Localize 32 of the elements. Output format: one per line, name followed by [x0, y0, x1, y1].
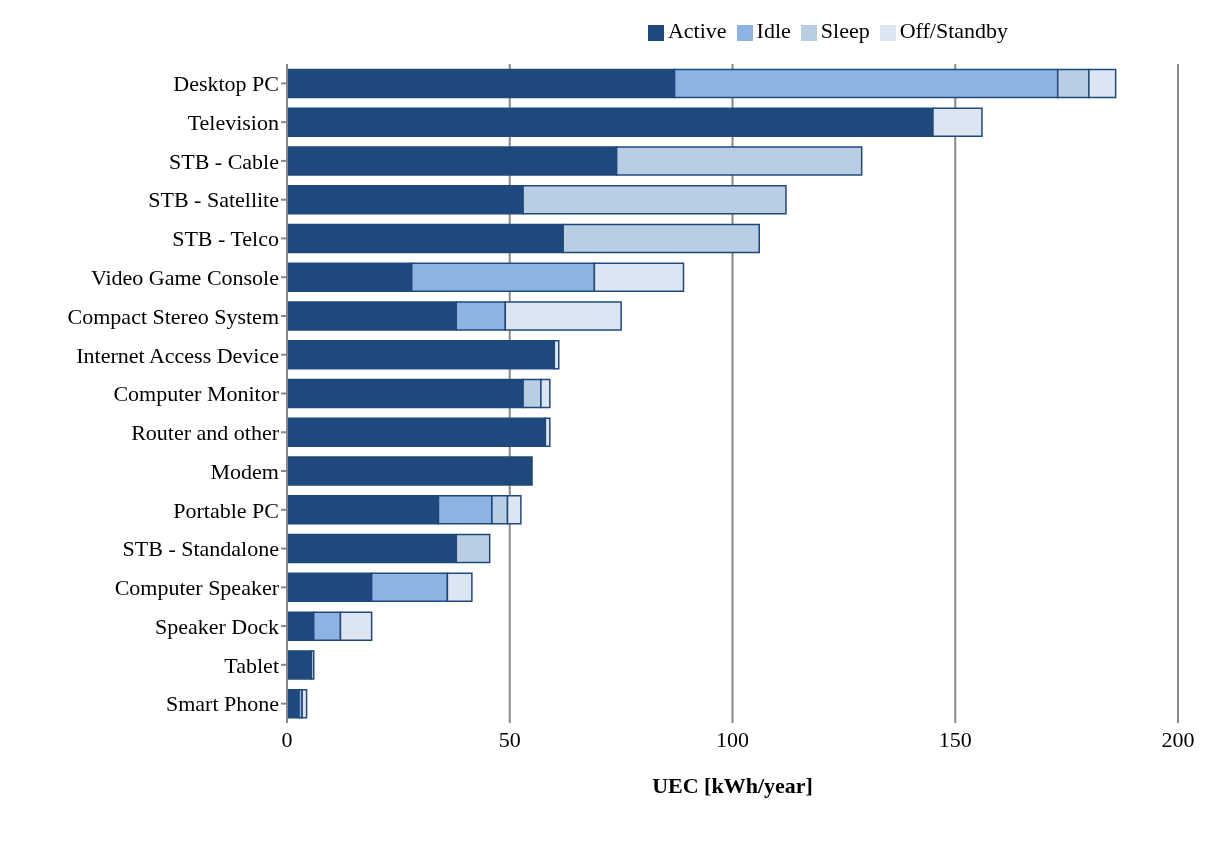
x-tick-label: 200: [1161, 726, 1195, 752]
bar: [287, 650, 313, 680]
legend-label: Sleep: [820, 18, 870, 43]
bar: [287, 340, 556, 370]
y-tick-label: STB - Telco: [172, 226, 279, 252]
legend-label: Active: [667, 18, 727, 43]
y-tick-label: Television: [187, 109, 279, 135]
legend-label: Off/Standby: [899, 18, 1009, 43]
x-tick-label: 100: [716, 726, 749, 752]
y-tick-label: Internet Access Device: [76, 342, 279, 368]
y-tick-label: Compact Stereo System: [67, 303, 279, 329]
y-tick-label: Computer Speaker: [114, 575, 280, 601]
bar: [287, 456, 533, 486]
legend-label: Idle: [756, 18, 791, 43]
x-tick-label: 50: [498, 726, 521, 752]
x-tick-label: 0: [281, 726, 293, 752]
y-tick-label: Speaker Dock: [154, 613, 279, 639]
x-axis-title: UEC [kWh/year]: [652, 773, 813, 798]
bar: [287, 417, 547, 448]
y-tick-label: Smart Phone: [165, 691, 279, 717]
y-tick-label: Router and other: [131, 420, 280, 446]
y-tick-label: Tablet: [224, 652, 279, 678]
y-tick-label: STB - Satellite: [148, 187, 279, 213]
bar: [301, 688, 308, 719]
y-tick-label: STB - Standalone: [122, 536, 279, 562]
y-tick-label: STB - Cable: [169, 148, 279, 174]
y-tick-label: Computer Monitor: [113, 381, 280, 407]
y-tick-label: Desktop PC: [173, 71, 279, 97]
x-tick-label: 150: [938, 726, 972, 752]
y-tick-label: Portable PC: [173, 497, 279, 523]
y-tick-label: Modem: [210, 458, 279, 484]
y-tick-label: Video Game Console: [90, 265, 279, 291]
